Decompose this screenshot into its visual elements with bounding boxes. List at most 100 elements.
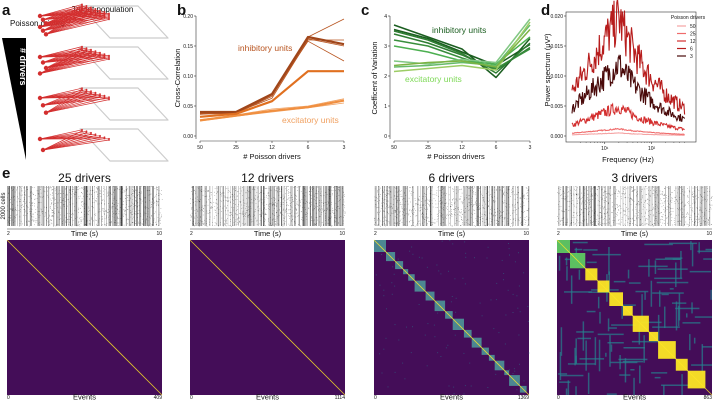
spike-dot (343, 220, 344, 222)
spike-dot (230, 219, 231, 220)
spike-dot (528, 208, 530, 210)
spike-dot (317, 193, 319, 195)
spike-dot (400, 193, 402, 195)
spike-dot (300, 202, 301, 203)
spike-dot (585, 208, 586, 209)
spike-dot (503, 186, 504, 188)
matrix-diagonal (189, 239, 346, 396)
spike-dot (236, 199, 238, 200)
spike-dot (306, 213, 308, 214)
spike-dot (144, 219, 146, 221)
spike-dot (82, 201, 83, 202)
spike-dot (236, 224, 238, 225)
spike-dot (217, 203, 218, 205)
spike-dot (104, 211, 106, 212)
spike-dot (158, 190, 160, 192)
spike-dot (687, 202, 688, 203)
spike-dot (195, 197, 196, 199)
spike-dot (610, 186, 611, 188)
spike-dot (445, 224, 447, 226)
spike-dot (597, 189, 598, 190)
spike-dot (601, 225, 603, 227)
spike-dot (294, 221, 295, 223)
spike-dot (103, 188, 104, 189)
spike-dot (425, 216, 427, 218)
spike-dot (568, 201, 570, 202)
spike-dot (233, 200, 234, 202)
spike-dot (631, 199, 632, 200)
spike-dot (657, 206, 658, 208)
spike-dot (73, 189, 74, 190)
spike-dot (206, 225, 208, 227)
spike-dot (703, 223, 705, 225)
spike-dot (404, 215, 405, 217)
spike-dot (62, 200, 64, 202)
spike-dot (24, 193, 26, 195)
target-population-shape (79, 128, 169, 162)
spike-dot (87, 213, 88, 215)
spike-dot (624, 197, 626, 199)
spike-dot (215, 212, 217, 213)
driver-arrow-head (81, 9, 83, 12)
spike-dot (588, 211, 589, 213)
spike-dot (589, 186, 591, 188)
spike-dot (572, 217, 574, 218)
series-line (393, 28, 531, 68)
spike-dot (30, 192, 32, 194)
spike-dot (451, 213, 452, 215)
spike-dot (289, 192, 291, 194)
spike-dot (581, 202, 583, 204)
spike-dot (289, 218, 290, 219)
matrix-speckle (462, 277, 464, 279)
x-tick-label: 10² (648, 146, 656, 152)
spike-dot (119, 207, 121, 208)
spike-dot (386, 195, 387, 196)
matrix-speckle (516, 295, 518, 297)
spike-dot (700, 223, 701, 224)
spike-dot (343, 217, 344, 218)
spike-dot (296, 201, 298, 203)
matrix-speckle (508, 248, 510, 250)
spike-dot (206, 218, 207, 220)
spike-dot (682, 214, 684, 215)
spike-dot (579, 208, 581, 210)
spike-dot (311, 187, 312, 189)
spike-dot (401, 222, 403, 223)
spike-dot (47, 221, 49, 223)
spike-dot (407, 200, 408, 202)
spike-dot (485, 203, 486, 205)
spike-dot (412, 210, 414, 211)
spike-dot (395, 222, 396, 224)
spike-dot (423, 204, 424, 206)
spike-dot (39, 195, 40, 197)
spike-dot (674, 201, 675, 202)
spike-dot (256, 220, 258, 222)
spike-dot (12, 190, 13, 191)
spike-dot (426, 198, 428, 200)
spike-dot (58, 219, 60, 220)
spike-dot (281, 204, 283, 205)
spike-dot (611, 212, 612, 213)
spike-dot (386, 206, 388, 207)
spike-dot (424, 219, 426, 221)
spike-dot (320, 200, 322, 201)
spike-dot (329, 209, 330, 211)
spike-dot (115, 220, 116, 221)
spike-dot (661, 206, 663, 208)
spike-dot (82, 206, 84, 207)
spike-dot (208, 190, 209, 192)
spike-dot (416, 215, 418, 216)
spike-dot (67, 218, 69, 220)
spike-dot (199, 207, 200, 208)
spike-dot (455, 198, 457, 199)
spike-dot (490, 209, 491, 210)
spike-dot (242, 223, 244, 224)
spike-dot (239, 221, 240, 223)
spike-dot (523, 197, 525, 199)
spike-dot (87, 191, 88, 192)
spike-dot (479, 219, 481, 221)
spike-dot (12, 208, 13, 210)
spike-dot (627, 218, 629, 219)
spike-dot (344, 215, 345, 216)
spike-dot (582, 221, 584, 222)
